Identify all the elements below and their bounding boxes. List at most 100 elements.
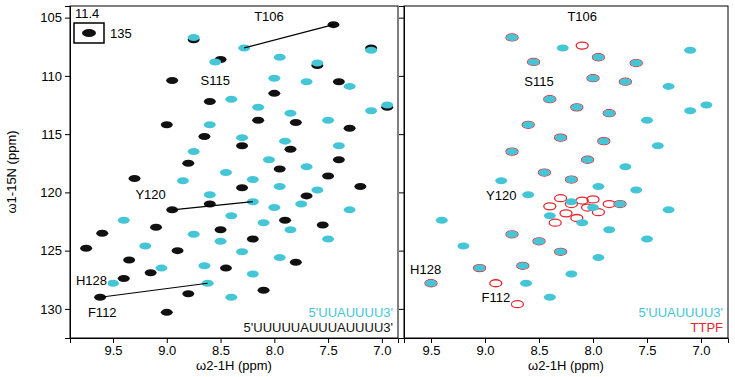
annotation: S115 <box>199 73 230 88</box>
inset-label: 135 <box>110 26 132 41</box>
y-tick: 125 <box>40 243 70 258</box>
peak <box>284 110 296 117</box>
peak <box>555 248 567 255</box>
peak <box>557 44 569 51</box>
legend: 5'UUAUUUU3'TTPF <box>639 305 723 335</box>
peak <box>528 58 540 65</box>
peak <box>544 294 556 301</box>
peak <box>295 201 307 208</box>
peak <box>603 110 615 117</box>
peak <box>381 102 393 109</box>
annotation: F112 <box>480 290 511 305</box>
peak-label: F112 <box>88 305 117 320</box>
y-tick-mark <box>399 76 404 77</box>
peak <box>284 226 296 233</box>
y-tick-label: 115 <box>41 127 62 142</box>
y-tick-label: 130 <box>40 302 62 317</box>
peak <box>544 212 556 219</box>
peak <box>506 34 518 41</box>
y-tick-mark <box>65 76 70 77</box>
peak <box>592 183 604 190</box>
peak <box>560 210 572 217</box>
peak <box>587 75 599 82</box>
legend-entry: 5'UUAUUUU3' <box>309 305 393 320</box>
plot-frame <box>404 6 728 338</box>
annotation: T106 <box>253 9 285 24</box>
peak <box>641 117 653 124</box>
label-patch <box>480 290 511 305</box>
y-tick: 130 <box>40 302 70 317</box>
peak <box>538 169 550 176</box>
peak <box>252 117 264 124</box>
peak <box>592 54 604 61</box>
peak <box>517 262 529 269</box>
peak <box>533 238 545 245</box>
x-tick: 7.5 <box>320 338 338 358</box>
peak <box>538 169 550 176</box>
peak <box>565 176 577 183</box>
connector <box>100 283 208 297</box>
y-tick <box>399 18 404 19</box>
peak <box>565 176 577 183</box>
peak <box>630 60 642 67</box>
x-tick: 9.0 <box>158 338 176 358</box>
peak <box>425 280 437 287</box>
peak <box>236 248 248 255</box>
peak <box>268 90 280 97</box>
y-tick-mark <box>65 251 70 252</box>
inset: 11.4 135 <box>74 6 132 43</box>
peak-label: T106 <box>254 9 284 24</box>
y-tick <box>399 309 404 310</box>
inset-label: 11.4 <box>75 6 99 21</box>
peak <box>652 142 664 149</box>
peak <box>520 280 532 287</box>
peak <box>614 201 626 208</box>
peak-label: H128 <box>410 262 441 277</box>
x-axis: 9.59.08.58.07.57.0 <box>405 338 729 358</box>
peak <box>139 242 151 249</box>
peak <box>544 203 556 210</box>
peak <box>204 98 216 105</box>
peak <box>436 217 448 224</box>
label-patch <box>485 188 517 203</box>
y-tick-mark <box>399 309 404 310</box>
peak <box>354 183 366 190</box>
x-tick-label: 9.5 <box>104 343 122 358</box>
figure: 9.59.08.58.07.57.0105110115120125130T106… <box>0 0 735 377</box>
inset-box <box>74 23 104 43</box>
peak <box>587 75 599 82</box>
y-axis-line <box>65 7 71 339</box>
peak-label: S115 <box>524 74 553 89</box>
peak <box>630 60 642 67</box>
peak <box>150 224 162 231</box>
x-tick-label: 8.0 <box>584 343 602 358</box>
peak <box>258 287 270 294</box>
peak <box>247 176 259 183</box>
peak <box>129 175 141 182</box>
peak <box>684 107 696 114</box>
peak <box>225 96 237 103</box>
x-tick: 8.0 <box>266 338 284 358</box>
peak <box>274 166 286 173</box>
peak <box>322 173 334 180</box>
annotation: Y120 <box>485 188 517 203</box>
peak <box>555 134 567 141</box>
peak <box>301 78 313 85</box>
x-tick-label: 9.0 <box>158 343 176 358</box>
y-tick: 110 <box>41 69 70 84</box>
peak <box>155 265 167 272</box>
peak <box>188 231 200 238</box>
peak <box>236 142 248 149</box>
panel: 9.59.08.58.07.57.0105110115120125130T106… <box>40 6 398 358</box>
y-tick-mark <box>65 134 70 135</box>
legend: 5'UUAUUUU3'5'UUUUUAUUUAUUUU3' <box>244 305 393 335</box>
peak <box>587 204 599 211</box>
peak <box>311 60 323 67</box>
peak <box>301 163 313 170</box>
y-tick: 105 <box>40 10 70 25</box>
legend-entry: TTPF <box>691 320 724 335</box>
y-tick-mark <box>399 192 404 193</box>
series <box>107 34 393 301</box>
plot-frame <box>70 6 398 338</box>
y-tick-mark <box>399 134 404 135</box>
